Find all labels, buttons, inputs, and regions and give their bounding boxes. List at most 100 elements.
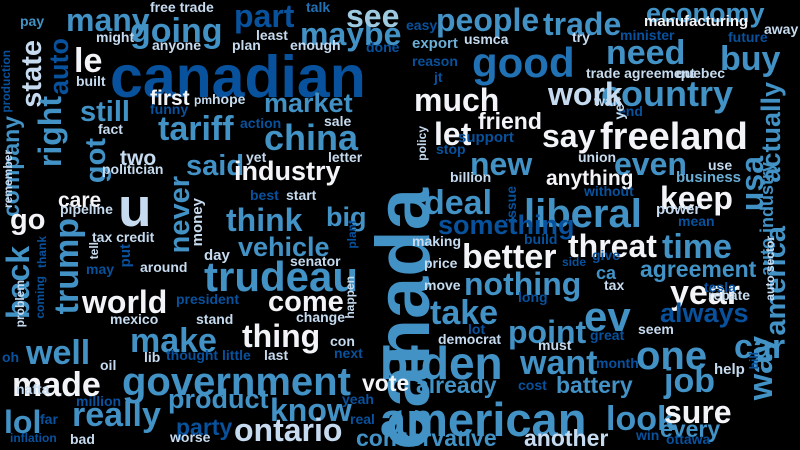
word-ca: ca (596, 263, 617, 283)
word-auto: auto (44, 38, 74, 95)
word-enough: enough (290, 37, 341, 53)
word-job: job (664, 362, 715, 400)
word-yet: yet (246, 149, 267, 165)
word-economy: economy (646, 0, 765, 28)
word-world: world (82, 284, 168, 320)
word-something: something (438, 210, 575, 240)
word-one: one (636, 334, 708, 378)
word-anyone: anyone (152, 37, 202, 53)
word-letter: letter (328, 149, 363, 165)
word-tariff: tariff (158, 110, 234, 148)
word-trudeau: trudeau (204, 253, 359, 300)
word-real: real (350, 411, 375, 427)
word-export: export (412, 35, 458, 52)
word-president: president (176, 291, 240, 307)
word-ye: ye (611, 104, 627, 120)
word-come: come (268, 286, 344, 318)
word-least: least (256, 27, 288, 43)
word-friend: friend (478, 108, 542, 134)
word-think: think (226, 202, 303, 238)
word-even: even (614, 146, 687, 182)
word-know: know (270, 392, 352, 428)
word-might: might (96, 29, 135, 45)
word-need: need (606, 34, 686, 72)
word-politician: politician (102, 161, 164, 177)
word-always: always (660, 298, 749, 328)
word-power: power (656, 201, 701, 218)
word-jt: jt (434, 69, 443, 85)
word-big: big (326, 202, 367, 232)
word-china: china (264, 117, 359, 158)
word-really: really (72, 396, 161, 434)
word-government: government (122, 360, 351, 404)
word-pm: pm (194, 93, 212, 107)
word-going: going (130, 12, 223, 50)
word-oh: oh (2, 349, 20, 365)
word-fact: fact (98, 121, 123, 137)
word-free-trade: free trade (150, 0, 214, 15)
word-lot: lot (468, 321, 486, 337)
word-next: next (334, 345, 363, 361)
word-thank: thank (35, 236, 49, 269)
word-yeah: yeah (342, 391, 374, 407)
word-best: best (250, 187, 279, 203)
word-nafta: nafta (16, 381, 50, 397)
word-year: year (670, 274, 740, 312)
word-two: two (120, 147, 157, 170)
word-still: still (80, 96, 130, 128)
word-thing: thing (242, 318, 321, 354)
word-money: money (189, 198, 206, 247)
word-first: first (150, 87, 190, 110)
word-vote: vote (362, 370, 410, 396)
word-without: without (584, 183, 634, 199)
word-lol: lol (4, 404, 42, 440)
word-bill: bill (747, 352, 761, 370)
word-policy: policy (415, 126, 429, 161)
word-win: win (636, 427, 660, 443)
word-ontario: ontario (234, 412, 343, 448)
word-union: union (578, 149, 617, 165)
word-people: people (436, 2, 540, 38)
word-freeland: freeland (600, 116, 748, 158)
word-trump: trump (48, 218, 86, 315)
word-many: many (66, 2, 150, 38)
word-issue: issue (503, 186, 519, 222)
word-senator: senator (290, 253, 341, 269)
word-good: good (472, 39, 575, 86)
word-rebate: rebate (708, 287, 751, 303)
word-reason: reason (412, 53, 458, 69)
word-canadian: canadian (110, 44, 366, 110)
word-nothing: nothing (464, 266, 582, 302)
word-away: away (764, 21, 799, 37)
word-anything: anything (546, 167, 634, 190)
word-con: con (330, 333, 355, 349)
word-pay: pay (20, 13, 45, 29)
word-point: point (508, 314, 587, 350)
word-talk: talk (306, 0, 331, 15)
word-mean: mean (678, 213, 715, 229)
word-better: better (462, 238, 557, 276)
word-help: help (714, 361, 745, 378)
word-side: side (562, 255, 587, 269)
word-new: new (470, 146, 533, 182)
word-care: care (58, 189, 102, 212)
word-much: much (414, 82, 500, 118)
word-move: move (424, 277, 461, 293)
word-product: product (168, 384, 269, 414)
word-say: say (542, 118, 596, 154)
word-take: take (430, 294, 499, 332)
word-pipeline: pipeline (60, 201, 113, 217)
word-thought: thought (166, 347, 219, 363)
word-must: must (538, 337, 572, 353)
word-price: price (424, 255, 458, 271)
word-part: part (234, 0, 295, 34)
word-funny: funny (150, 101, 189, 117)
word-tesla: tesla (704, 279, 736, 295)
word-month: month (596, 355, 639, 371)
word-inflation: inflation (10, 431, 57, 445)
word-trade-agreement: trade agreement (586, 65, 695, 81)
word-problem: problem (13, 280, 27, 328)
word-another: another (524, 425, 609, 450)
word-go: go (10, 204, 46, 236)
word-democrat: democrat (438, 331, 502, 347)
